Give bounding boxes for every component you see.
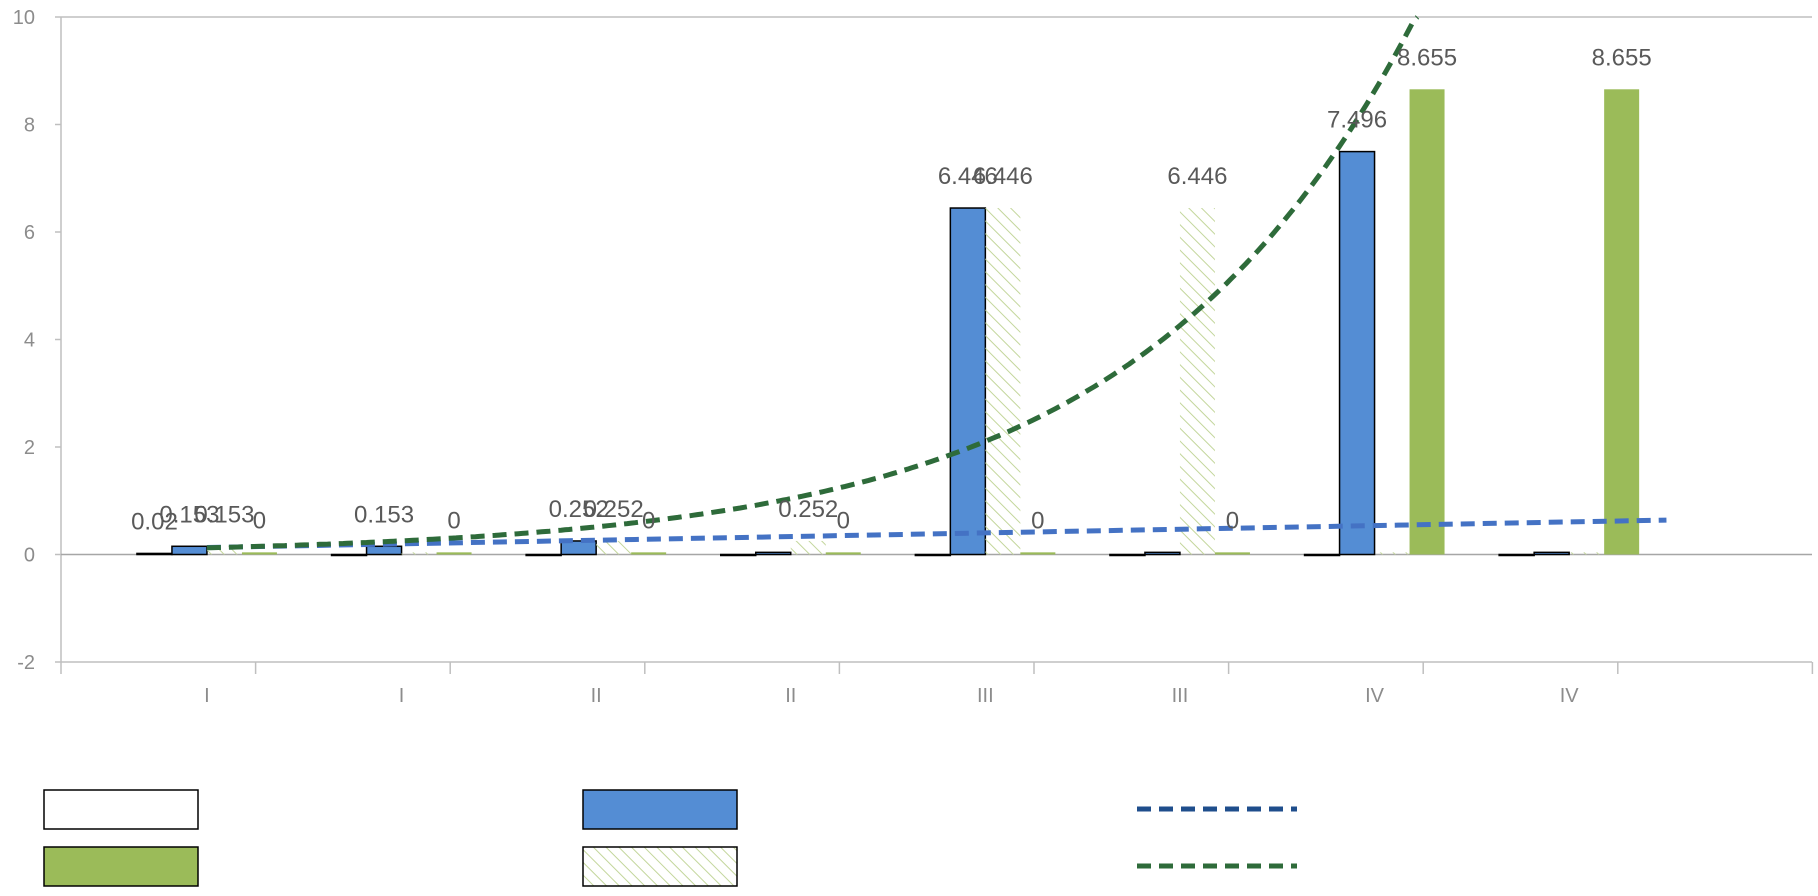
y-tick-label: 10 bbox=[13, 7, 35, 29]
data-label: 8.655 bbox=[1397, 44, 1457, 71]
bar-s3-8 bbox=[1569, 552, 1605, 555]
x-tick-label: IV bbox=[1365, 685, 1385, 707]
bar-s3-4 bbox=[790, 540, 826, 555]
x-tick-label: III bbox=[1172, 685, 1189, 707]
data-label: 0 bbox=[253, 507, 266, 534]
linear-trendline bbox=[206, 517, 1667, 551]
data-label: 0 bbox=[447, 507, 460, 534]
data-label: 0.153 bbox=[194, 501, 254, 528]
bar-s4-3 bbox=[631, 552, 667, 555]
legend-swatch-series-4 bbox=[43, 846, 199, 887]
data-label: 0 bbox=[837, 507, 850, 534]
bar-s4-6 bbox=[1214, 552, 1250, 555]
bar-s4-2 bbox=[436, 552, 472, 555]
data-label: 0.252 bbox=[778, 496, 838, 523]
data-label: 0 bbox=[1031, 507, 1044, 534]
legend-swatch-series-1 bbox=[43, 789, 199, 830]
bar-s2-2 bbox=[365, 545, 403, 556]
bars bbox=[136, 89, 1640, 557]
bar-s2-1 bbox=[171, 545, 208, 556]
legend-swatch-series-2 bbox=[582, 789, 738, 830]
bar-s4-8 bbox=[1604, 89, 1640, 555]
bar-s2-6 bbox=[1144, 551, 1181, 556]
bar-s1-3 bbox=[525, 553, 562, 557]
x-tick-label: II bbox=[785, 685, 796, 707]
bar-s1-7 bbox=[1303, 553, 1341, 557]
bar-s3-3 bbox=[596, 540, 632, 555]
trendlines bbox=[206, 15, 1667, 551]
data-label: 6.446 bbox=[938, 163, 998, 190]
data-label: 0.252 bbox=[549, 496, 609, 523]
bar-s1-6 bbox=[1109, 553, 1146, 557]
bar-s4-7 bbox=[1409, 89, 1445, 555]
data-label: 0 bbox=[1226, 507, 1239, 534]
bar-s1-2 bbox=[330, 553, 368, 557]
data-label: 0.02 bbox=[131, 508, 178, 535]
bar-s4-1 bbox=[241, 552, 277, 555]
x-tick-label: III bbox=[977, 685, 994, 707]
data-label: 0 bbox=[642, 507, 655, 534]
data-label: 6.446 bbox=[1167, 163, 1227, 190]
legend bbox=[43, 789, 1297, 887]
bar-s4-5 bbox=[1020, 552, 1056, 555]
y-tick-label: 6 bbox=[24, 222, 35, 244]
data-label: 0.153 bbox=[354, 501, 414, 528]
bar-s3-7 bbox=[1374, 552, 1410, 555]
x-tick-label: II bbox=[591, 685, 602, 707]
bar-s2-7 bbox=[1338, 150, 1376, 556]
data-label: 6.446 bbox=[973, 163, 1033, 190]
bar-s3-1 bbox=[206, 546, 242, 555]
data-label: 0.153 bbox=[159, 501, 219, 528]
bar-s3-2 bbox=[401, 552, 437, 555]
bar-s2-4 bbox=[755, 551, 792, 556]
bar-s1-1 bbox=[136, 552, 173, 556]
bar-s1-4 bbox=[720, 553, 757, 557]
bar-s2-5 bbox=[949, 207, 987, 556]
bar-s1-8 bbox=[1498, 553, 1535, 557]
data-label: 7.496 bbox=[1327, 107, 1387, 134]
data-label: 0.252 bbox=[584, 496, 644, 523]
exponential-trendline bbox=[206, 15, 1420, 551]
data-label: 8.655 bbox=[1592, 44, 1652, 71]
bar-s1-5 bbox=[914, 553, 952, 557]
y-tick-label: 2 bbox=[24, 437, 35, 459]
x-tick-label: I bbox=[399, 685, 405, 707]
y-tick-label: 8 bbox=[24, 115, 35, 137]
bar-s3-6 bbox=[1179, 208, 1215, 555]
x-tick-label: IV bbox=[1560, 685, 1580, 707]
y-tick-label: -2 bbox=[17, 652, 35, 674]
bar-s3-5 bbox=[985, 208, 1021, 555]
legend-swatch-series-3 bbox=[582, 846, 738, 887]
x-tick-label: I bbox=[204, 685, 210, 707]
y-tick-label: 0 bbox=[24, 545, 35, 567]
bar-s2-8 bbox=[1533, 551, 1570, 556]
bar-s4-4 bbox=[825, 552, 861, 555]
y-tick-label: 4 bbox=[24, 330, 35, 352]
